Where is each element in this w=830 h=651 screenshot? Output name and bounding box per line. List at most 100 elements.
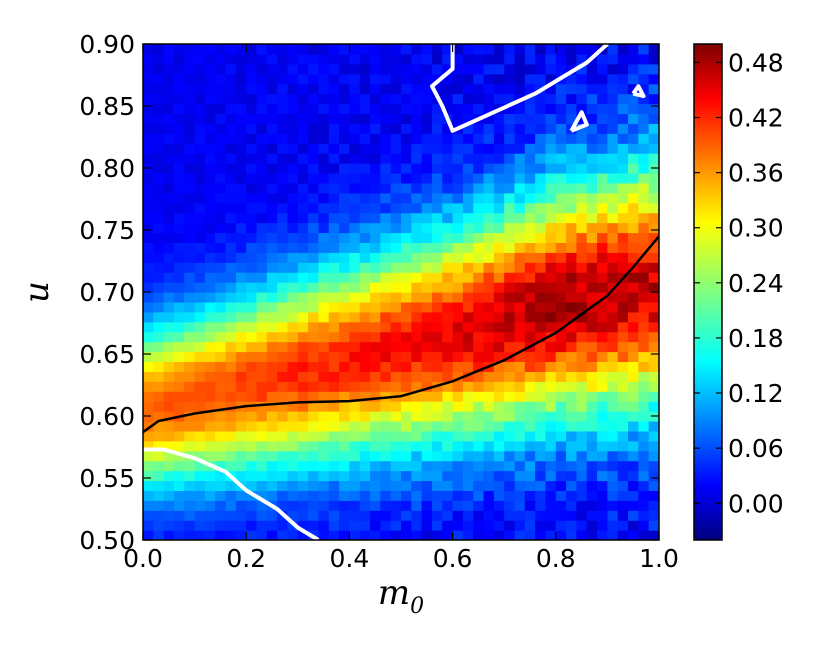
heatmap-cell [493,490,505,501]
heatmap-cell [628,510,639,521]
heatmap-cell [390,420,402,432]
heatmap-cell [566,272,578,283]
heatmap-cell [628,480,639,491]
heatmap-cell [339,192,350,204]
heatmap-cell [173,252,185,263]
heatmap-cell [349,440,361,452]
heatmap-cell [318,351,330,363]
heatmap-cell [256,510,268,521]
heatmap-cell [504,53,516,65]
heatmap-cell [576,192,588,204]
heatmap-cell [483,401,495,412]
heatmap-cell [153,381,165,392]
heatmap-cell [235,311,247,323]
heatmap-cell [204,192,216,204]
heatmap-cell [493,262,505,273]
heatmap-cell [287,113,299,124]
heatmap-cell [555,510,567,521]
heatmap-cell [483,500,495,511]
heatmap-cell [597,192,608,204]
heatmap-cell [143,311,154,323]
heatmap-cell [586,450,598,462]
heatmap-cell [617,113,629,124]
heatmap-cell [225,93,237,105]
heatmap-cell [628,212,639,224]
heatmap-cell [297,450,309,462]
heatmap-cell [648,371,659,382]
heatmap-cell [638,460,650,472]
heatmap-cell [339,440,350,452]
heatmap-cell [473,182,485,194]
heatmap-cell [246,93,258,105]
heatmap-cell [256,430,268,442]
heatmap-cell [514,331,526,343]
heatmap-cell [401,262,412,273]
heatmap-cell [204,282,216,293]
heatmap-cell [628,232,639,243]
heatmap-cell [555,450,567,462]
heatmap-cell [524,311,536,323]
heatmap-cell [390,480,402,491]
heatmap-cell [318,232,330,243]
heatmap-cell [163,103,175,115]
heatmap-cell [235,450,247,462]
heatmap-cell [359,401,371,412]
heatmap-cell [576,113,588,124]
heatmap-cell [452,341,464,353]
heatmap-cell [617,123,629,134]
heatmap-cell [318,510,330,521]
heatmap-cell [504,520,516,531]
heatmap-cell [493,252,505,263]
heatmap-cell [390,530,402,540]
heatmap-cell [339,490,350,501]
heatmap-cell [297,341,309,353]
heatmap-cell [411,73,423,85]
heatmap-cell [607,351,619,363]
heatmap-cell [339,301,350,313]
heatmap-cell [318,143,330,154]
heatmap-cell [524,351,536,363]
heatmap-cell [452,63,464,75]
heatmap-cell [421,192,433,204]
heatmap-cell [524,420,536,432]
heatmap-cell [225,202,237,214]
heatmap-cell [597,282,608,293]
heatmap-cell [339,232,350,243]
heatmap-cell [576,133,588,144]
heatmap-cell [535,361,547,372]
heatmap-cell [143,123,154,134]
heatmap-cell [473,163,485,174]
heatmap-cell [370,143,381,154]
heatmap-cell [442,480,454,491]
heatmap-cell [514,73,526,85]
heatmap-cell [390,153,402,164]
heatmap-cell [318,411,330,422]
heatmap-cell [555,351,567,363]
heatmap-cell [607,143,619,154]
heatmap-cell [349,381,361,392]
heatmap-cell [173,520,185,531]
heatmap-cell [339,63,350,75]
heatmap-cell [328,242,340,253]
heatmap-cell [401,63,412,75]
heatmap-cell [586,292,598,303]
heatmap-cell [421,470,433,482]
heatmap-cell [225,143,237,154]
heatmap-cell [411,411,423,422]
heatmap-cell [607,282,619,293]
heatmap-cell [215,460,227,472]
heatmap-cell [235,420,247,432]
heatmap-cell [421,143,433,154]
heatmap-cell [163,272,175,283]
heatmap-cell [545,470,557,482]
heatmap-cell [163,83,175,95]
heatmap-cell [370,341,381,353]
heatmap-cell [442,470,454,482]
heatmap-cell [545,331,557,343]
heatmap-cell [215,143,227,154]
heatmap-cell [318,262,330,273]
heatmap-cell [153,163,165,174]
heatmap-cell [586,262,598,273]
heatmap-cell [545,450,557,462]
heatmap-cell [597,83,608,95]
